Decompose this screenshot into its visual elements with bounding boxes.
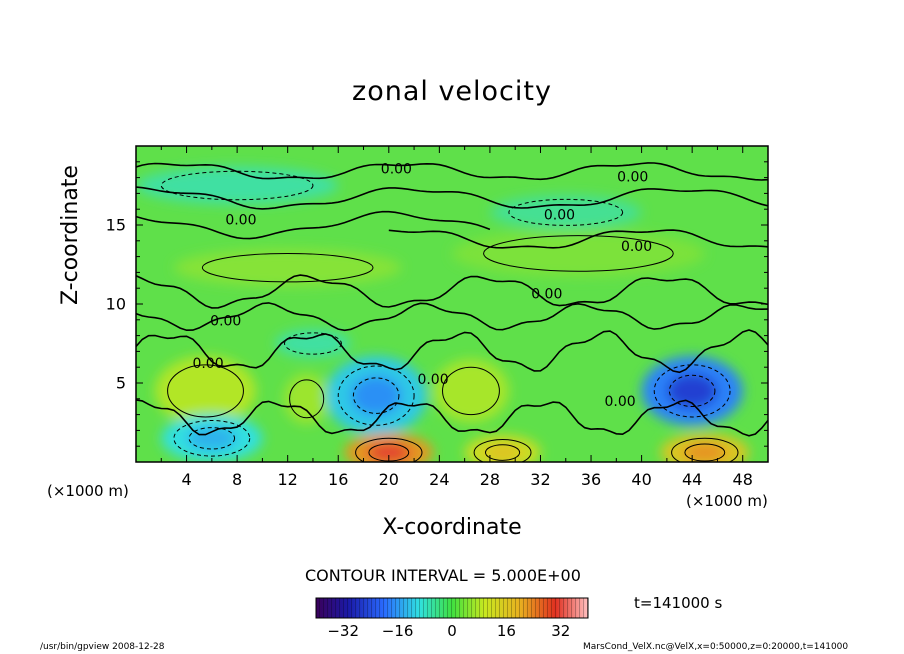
colorbar-stripe-overlay [316,598,588,618]
field-feature-10 [136,166,339,205]
contour-value-label: 0.00 [225,212,256,228]
footer-program-label: /usr/bin/gpview 2008-12-28 [40,642,165,652]
field-feature-core-8 [682,443,727,462]
contour-value-label: 0.00 [544,208,575,224]
x-tick-label: 44 [681,470,703,489]
contour-interval-label: CONTOUR INTERVAL = 5.000E+00 [305,566,581,585]
contour-line-inner-5 [668,374,716,408]
contour-line-inner-8 [684,443,726,462]
field-feature-4 [433,359,509,423]
y-tick-label: 10 [105,294,126,314]
contour-line-3 [337,365,415,426]
x-tick-label: 12 [277,470,298,489]
chart-title: zonal velocity [352,76,552,107]
contour-value-label: 0.00 [617,170,648,186]
field-feature-13 [173,248,402,287]
y-axis-label: Z-coordinate [58,165,83,305]
x-axis-unit-right: (×1000 m) [686,492,768,510]
field-feature-core-5 [666,373,718,409]
contour-value-label: 0.00 [605,394,636,410]
colorbar-tick-label: −16 [381,622,414,640]
contour-value-label: 0.00 [381,162,412,178]
contour-line-inner-7 [484,444,521,461]
y-tick-label: 15 [105,215,126,235]
x-tick-label: 16 [328,470,349,489]
contour-value-label: 0.00 [531,287,562,303]
x-tick-label: 28 [479,470,501,489]
zero-contour-line-5 [136,274,768,309]
contour-value-label: 0.00 [621,239,652,255]
x-tick-label: 4 [181,470,192,489]
field-feature-1 [154,356,257,426]
colorbar-tick-label: −32 [327,622,360,640]
colorbar-tick-label: 16 [496,622,516,640]
colorbar-tick-label: 0 [447,622,457,640]
x-tick-label: 36 [580,470,602,489]
contour-line-4 [442,366,500,416]
field-feature-core-3 [350,375,402,416]
zero-contour-line-7 [136,329,768,374]
contour-line-7 [473,438,532,462]
colorbar-frame [315,597,589,619]
contour-line-9 [173,420,251,457]
zero-contour-line-4 [388,229,768,249]
contour-line-inner-9 [188,427,236,450]
zero-contour-line-2 [136,186,768,210]
contour-layer [136,162,768,462]
tick-mark-layer [136,146,768,462]
contour-line-1 [167,364,244,418]
x-tick-label: 40 [631,470,652,489]
contour-value-label: 0.00 [210,313,241,329]
zero-contour-line-1 [136,162,768,181]
zero-contour-line-8 [136,399,768,437]
contour-line-11 [508,198,624,226]
colorbar-tick-label: 32 [551,622,571,640]
contour-value-label: 0.00 [417,372,448,388]
zero-contour-line-3 [136,210,491,240]
field-feature-2 [283,373,330,425]
contour-line-12 [483,235,674,272]
field-feature-core-9 [186,426,238,451]
x-axis-unit-left: (×1000 m) [47,482,129,500]
zero-contour-line-6 [136,302,768,332]
contour-value-label: 0.00 [192,356,223,372]
x-tick-label: 48 [732,470,753,489]
footer-source-label: MarsCond_VelX.nc@VelX,x=0:50000,z=0:2000… [583,642,849,652]
contour-line-5 [653,364,731,418]
contour-line-2 [289,379,325,419]
x-tick-label: 24 [429,470,450,489]
time-label: t=141000 s [634,594,723,612]
x-tick-label: 32 [530,470,551,489]
field-feature-12 [452,229,705,278]
contour-line-inner-3 [352,377,400,414]
field-feature-core-7 [483,443,522,462]
x-tick-label: 20 [378,470,399,489]
field-feature-core-6 [366,443,411,462]
contour-line-13 [201,252,374,283]
y-tick-label: 5 [115,373,126,393]
contour-line-14 [284,332,342,355]
x-axis-label: X-coordinate [382,515,522,540]
contour-line-6 [355,437,423,462]
contour-label-layer: 0.00 0.00 0.00 0.00 0.00 0.00 0.00 0.00 0.00 0.00 [192,162,652,410]
contour-line-10 [160,170,314,201]
x-tick-label: 8 [232,470,243,489]
contour-line-8 [671,437,739,462]
field-feature-11 [489,194,642,230]
field-layer [136,166,750,462]
